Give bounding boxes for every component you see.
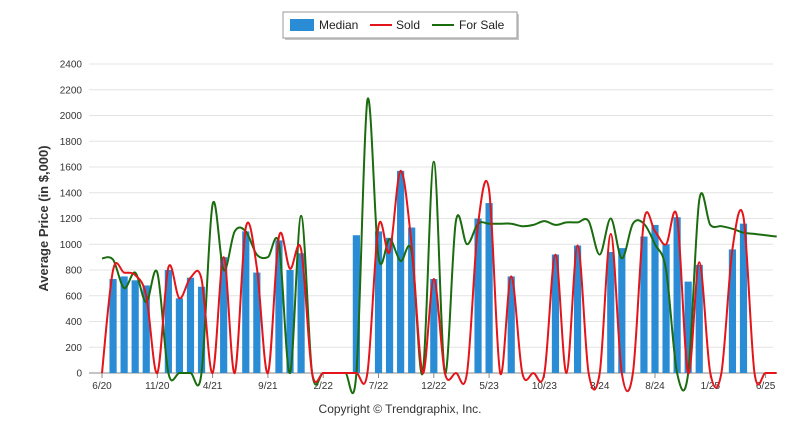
bar-median-2 — [120, 276, 128, 373]
legend-label-median: Median — [319, 18, 358, 32]
bar-median-13 — [242, 231, 250, 373]
bar-median-28 — [408, 227, 416, 373]
bar-median-16 — [275, 240, 283, 373]
bar-median-49 — [640, 236, 648, 373]
y-tick-1600: 1600 — [60, 163, 83, 174]
legend-label-sold: Sold — [396, 18, 420, 32]
x-tick-label-35: 5/23 — [479, 381, 499, 392]
legend: Median Sold For Sale — [282, 11, 519, 40]
x-tick-label-45: 3/24 — [590, 381, 610, 392]
bar-median-46 — [607, 251, 615, 373]
x-tick-label-60: 6/25 — [756, 381, 776, 392]
y-tick-0: 0 — [76, 369, 82, 380]
bar-median-47 — [618, 248, 626, 373]
bar-median-18 — [297, 253, 305, 373]
x-tick-label-10: 4/21 — [203, 381, 223, 392]
y-tick-600: 600 — [65, 291, 82, 302]
bar-median-53 — [684, 281, 692, 373]
x-tick-label-5: 11/20 — [145, 381, 170, 392]
x-tick-label-20: 2/22 — [313, 381, 333, 392]
bar-median-1 — [109, 279, 117, 373]
x-tick-label-25: 7/22 — [369, 381, 389, 392]
x-tick-label-55: 1/25 — [701, 381, 721, 392]
bar-median-57 — [728, 249, 737, 373]
y-tick-1200: 1200 — [60, 214, 83, 225]
trend-lines — [101, 97, 777, 395]
bar-median-50 — [651, 224, 659, 373]
bar-median-27 — [397, 170, 405, 373]
bar-median-7 — [175, 298, 184, 373]
bar-median-52 — [673, 217, 681, 373]
bar-median-35 — [485, 203, 493, 373]
bar-median-6 — [164, 270, 172, 373]
bar-median-41 — [551, 254, 560, 373]
x-tick-label-15: 9/21 — [258, 381, 278, 392]
bar-median-54 — [695, 264, 703, 373]
median-bars — [109, 170, 748, 373]
y-tick-1000: 1000 — [60, 240, 83, 251]
y-axis-label: Average Price (in $,000) — [36, 145, 51, 291]
x-tick-label-0: 6/20 — [92, 381, 112, 392]
bar-median-58 — [739, 223, 748, 373]
legend-swatch-median — [290, 19, 314, 31]
y-tick-2000: 2000 — [60, 111, 83, 122]
bar-median-8 — [186, 277, 195, 373]
bar-median-9 — [197, 286, 206, 373]
bar-median-25 — [374, 231, 383, 373]
bar-median-37 — [507, 276, 515, 373]
y-tick-1800: 1800 — [60, 137, 83, 148]
y-tick-2200: 2200 — [60, 85, 83, 96]
bar-median-3 — [131, 280, 139, 373]
copyright-credit: Copyright © Trendgraphix, Inc. — [318, 402, 482, 416]
bar-median-30 — [430, 279, 438, 373]
bar-median-34 — [474, 218, 482, 373]
bar-median-14 — [253, 272, 261, 373]
bar-median-51 — [662, 244, 670, 373]
y-tick-200: 200 — [65, 343, 82, 354]
bar-median-11 — [220, 257, 228, 373]
bar-median-26 — [385, 237, 394, 373]
bar-median-43 — [573, 245, 582, 373]
legend-box — [282, 11, 518, 39]
legend-label-for-sale: For Sale — [459, 18, 505, 32]
line-sold — [101, 169, 777, 393]
line-for-sale — [101, 97, 777, 395]
y-axis-ticks: 0 200 400 600 800 1000 1200 1400 1600 1800 2000 220… — [60, 60, 83, 380]
y-tick-800: 800 — [65, 266, 82, 277]
y-tick-1400: 1400 — [60, 188, 83, 199]
x-tick-label-50: 8/24 — [645, 381, 665, 392]
bar-median-17 — [286, 270, 294, 373]
y-tick-2400: 2400 — [60, 60, 83, 71]
x-tick-label-40: 10/23 — [532, 381, 557, 392]
x-axis-ticks: 6/20 11/20 4/21 9/21 2/22 7/22 12/22 5/23 10/23 3… — [92, 373, 776, 392]
bar-median-23 — [352, 235, 360, 373]
bar-median-4 — [142, 285, 150, 373]
y-tick-400: 400 — [65, 317, 82, 328]
x-tick-label-30: 12/22 — [421, 381, 446, 392]
